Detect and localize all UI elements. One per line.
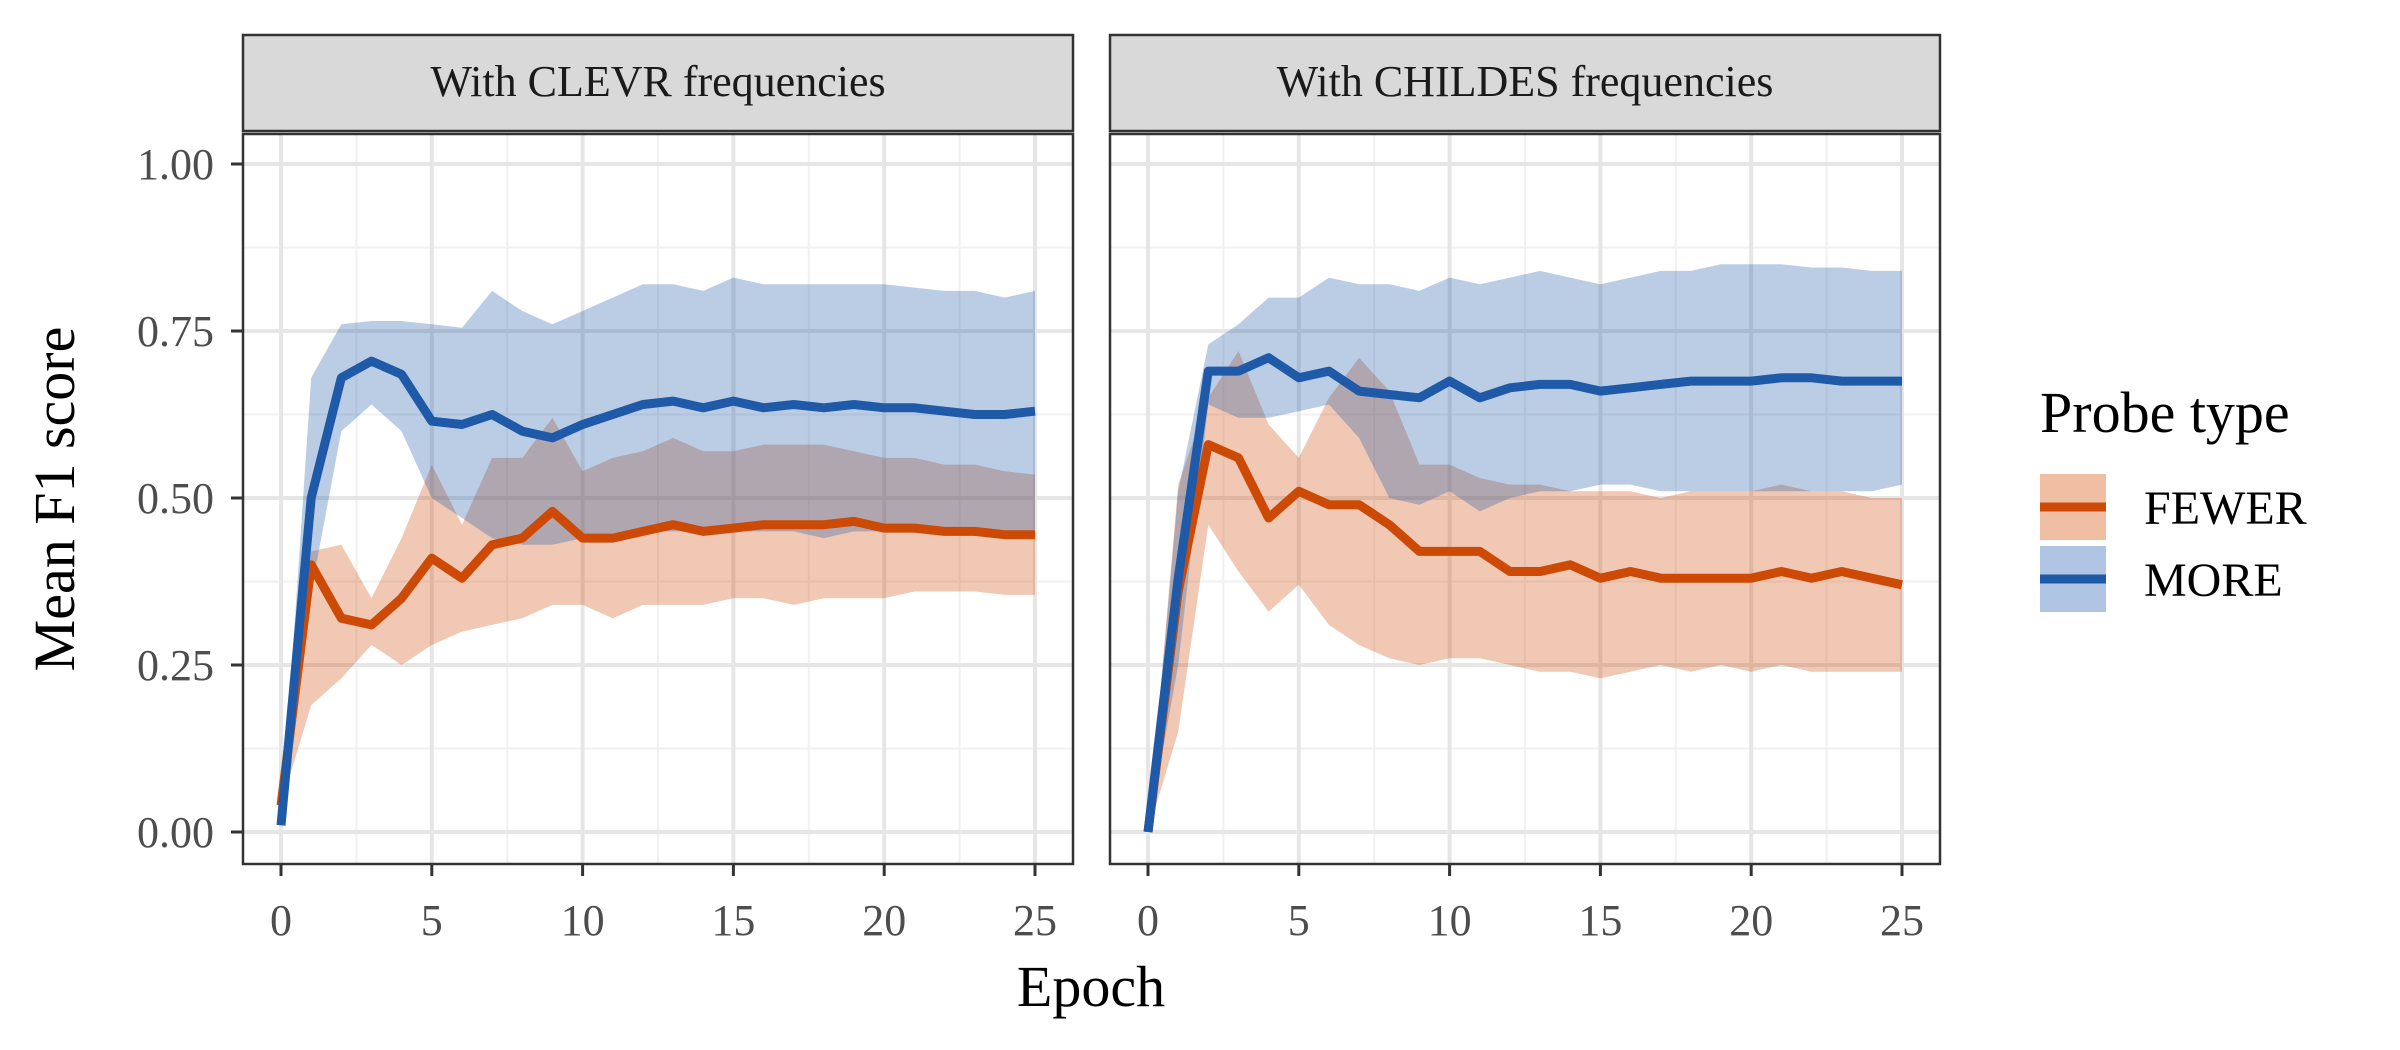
x-tick-label: 25	[1880, 896, 1924, 945]
x-tick-label: 10	[561, 896, 605, 945]
panel-clevr: With CLEVR frequencies 0 5 10 15 20 25	[243, 35, 1073, 945]
y-axis-title: Mean F1 score	[22, 327, 87, 672]
x-tick-label: 15	[1578, 896, 1622, 945]
legend-title: Probe type	[2040, 380, 2290, 445]
x-tick-label: 5	[421, 896, 443, 945]
panel-childes: With CHILDES frequencies 0 5 10 15 20 25	[1110, 35, 1940, 945]
strip-label-childes: With CHILDES frequencies	[1277, 57, 1774, 106]
legend-item-fewer: FEWER	[2040, 474, 2307, 540]
x-tick-label: 5	[1288, 896, 1310, 945]
strip-label-clevr: With CLEVR frequencies	[430, 57, 885, 106]
x-tick-label: 0	[1137, 896, 1159, 945]
legend: Probe type FEWER MORE	[2040, 380, 2307, 612]
y-tick-label: 0.25	[137, 641, 214, 690]
x-tick-label: 20	[1729, 896, 1773, 945]
legend-item-more: MORE	[2040, 546, 2283, 612]
legend-label-more: MORE	[2144, 554, 2283, 607]
x-tick-label: 15	[711, 896, 755, 945]
x-axis-title: Epoch	[1017, 954, 1165, 1019]
y-tick-label: 0.75	[137, 307, 214, 356]
x-tick-label: 0	[270, 896, 292, 945]
legend-label-fewer: FEWER	[2144, 482, 2307, 535]
x-tick-label: 10	[1428, 896, 1472, 945]
y-tick-label: 0.50	[137, 474, 214, 523]
x-tick-label: 25	[1013, 896, 1057, 945]
y-tick-label: 0.00	[137, 808, 214, 857]
y-tick-label: 1.00	[137, 140, 214, 189]
x-tick-label: 20	[862, 896, 906, 945]
